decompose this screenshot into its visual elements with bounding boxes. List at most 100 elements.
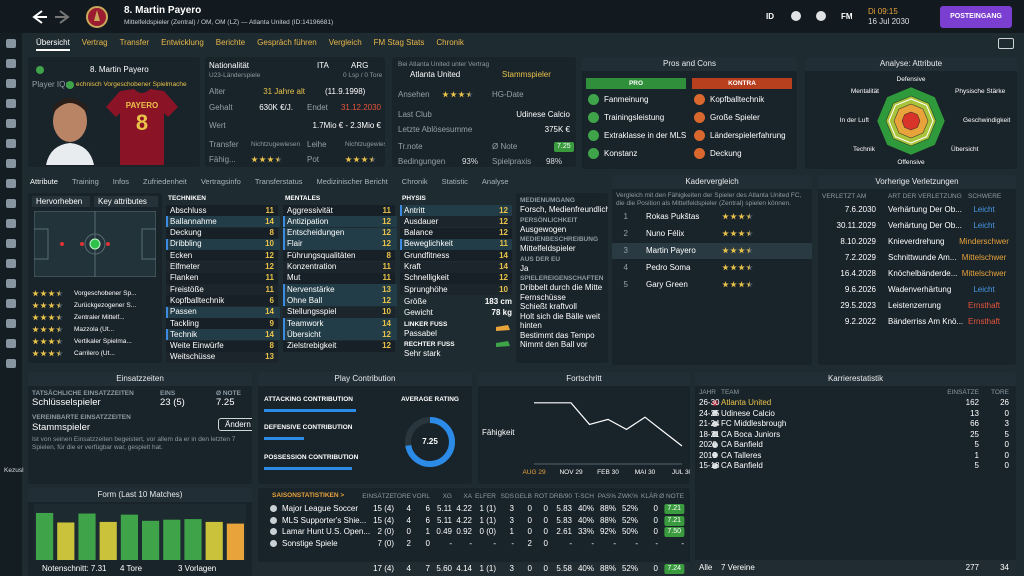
sub-tab[interactable]: Chronik <box>401 177 428 186</box>
sub-tab[interactable]: Attribute <box>30 177 58 186</box>
sub-tab[interactable]: Vertragsinfo <box>200 177 241 186</box>
season-value: 4 <box>406 515 411 525</box>
sub-tab[interactable]: Infos <box>112 177 130 186</box>
star <box>267 156 274 163</box>
star <box>730 230 737 237</box>
attr-row <box>166 238 280 250</box>
sidebar-icon[interactable] <box>6 59 16 68</box>
hg-label: HG-Date <box>492 90 524 99</box>
value-label: Wert <box>209 121 226 130</box>
nav-arrows[interactable] <box>30 8 80 26</box>
sidebar <box>0 33 22 576</box>
attr-value: 12 <box>382 228 391 238</box>
season-value: 0.49 <box>436 527 452 536</box>
attr-value: 11 <box>382 273 391 283</box>
analysis-panel: Analyse: Attribute Defensive Physische Stä… <box>805 57 1017 169</box>
wage-label: Gehalt <box>209 103 233 112</box>
season-total: 0 <box>527 564 532 573</box>
pro-bar: PRO <box>586 78 686 89</box>
season-value: 0 <box>653 527 658 536</box>
nav-tab[interactable]: Chronik <box>436 38 464 47</box>
sidebar-icon[interactable] <box>6 179 16 188</box>
injury-type: Verhärtung Der Ob... <box>888 221 962 230</box>
nav-tab[interactable]: Entwicklung <box>161 38 204 47</box>
sidebar-icon[interactable] <box>6 339 16 348</box>
sidebar-icon[interactable] <box>6 39 16 48</box>
highlight-button[interactable]: Hervorheben <box>32 196 90 207</box>
attr-value: 14 <box>499 250 508 260</box>
header: Bei Atlanta United unter Vertrag <box>398 61 490 68</box>
season-header: XG <box>442 493 452 500</box>
nav-tab[interactable]: FM Stag Stats <box>373 38 425 47</box>
body-label: Gewicht <box>404 308 433 317</box>
sidebar-icon[interactable] <box>6 99 16 108</box>
career-cell: 162 <box>965 398 979 407</box>
season-header: VORL <box>412 493 430 500</box>
icon[interactable] <box>791 11 801 21</box>
squad-player: Pedro Soma <box>646 263 691 272</box>
season-value: - <box>493 538 496 548</box>
star <box>746 281 753 288</box>
nav-tab[interactable]: Berichte <box>215 38 246 47</box>
fm-button[interactable]: FM <box>841 12 853 21</box>
screen-icon[interactable] <box>998 38 1014 49</box>
sub-tab[interactable]: Zufriedenheit <box>143 177 187 186</box>
form-bar <box>57 522 75 560</box>
sidebar-icon[interactable] <box>6 259 16 268</box>
apps: 23 (5) <box>160 397 185 408</box>
id-button[interactable]: ID <box>766 12 774 21</box>
sidebar-icon[interactable] <box>6 279 16 288</box>
injury-header: SCHWERE <box>968 193 1002 200</box>
attr-value: 8 <box>386 250 391 260</box>
career-cell: 0 <box>1004 450 1009 460</box>
sidebar-icon[interactable] <box>6 119 16 128</box>
season-header: GELB <box>514 493 532 500</box>
key-attributes-button[interactable]: Key attributes <box>94 196 158 207</box>
club: Atlanta United <box>410 70 461 79</box>
sidebar-icon[interactable] <box>6 199 16 208</box>
attr-value: 11 <box>382 262 391 271</box>
star <box>722 230 729 237</box>
sidebar-icon[interactable] <box>6 159 16 168</box>
sidebar-icon[interactable] <box>6 319 16 328</box>
sidebar-icon[interactable] <box>6 139 16 148</box>
sidebar-icon[interactable] <box>6 219 16 228</box>
nav-tab[interactable]: Vertrag <box>81 38 108 47</box>
sub-tab[interactable]: Training <box>71 177 99 186</box>
sidebar-icon[interactable] <box>6 299 16 308</box>
sub-tab[interactable]: Statistic <box>441 177 468 186</box>
club-logo <box>86 6 108 28</box>
nav-tab[interactable]: Transfer <box>119 38 150 47</box>
nav-tab[interactable]: Übersicht <box>36 38 70 51</box>
career-cell: 24-25 <box>699 408 720 418</box>
inbox-button[interactable]: POSTEINGANG <box>940 6 1012 28</box>
sub-tab[interactable]: Medizinischer Bericht <box>316 177 388 186</box>
form-bar <box>36 512 54 560</box>
sidebar-icon[interactable] <box>6 79 16 88</box>
sidebar-icon[interactable] <box>6 359 16 368</box>
attr-name: Sprunghöhe <box>404 284 448 294</box>
career-header: TEAM <box>721 389 740 396</box>
contra-item: Große Spieler <box>710 113 760 122</box>
radar-label: Technik <box>852 146 875 153</box>
star <box>738 247 745 254</box>
sub-tab[interactable]: Transferstatus <box>254 177 303 186</box>
donut-arc <box>405 417 455 467</box>
season-header: SDS <box>500 493 514 500</box>
media-heading: MEDIENUMGANG <box>520 197 575 204</box>
fee: 375K € <box>544 125 570 134</box>
season-value: 2 <box>527 538 532 548</box>
injury-type: Verhärtung Der Ob... <box>888 205 962 214</box>
nav-tab[interactable]: Gespräch führen <box>257 38 317 47</box>
help-icon[interactable] <box>816 11 826 21</box>
star <box>730 213 737 220</box>
star <box>48 350 55 357</box>
nav-tab[interactable]: Vergleich <box>328 38 362 47</box>
career-footer <box>695 560 1016 576</box>
sidebar-icon[interactable] <box>6 239 16 248</box>
change-button[interactable]: Ändern <box>218 418 252 431</box>
injury-type: Knieverdrehung <box>888 237 945 246</box>
sub-tab[interactable]: Analyse <box>481 177 509 186</box>
season-header: Ø NOTE <box>659 493 684 500</box>
attr-value: 12 <box>382 239 391 249</box>
